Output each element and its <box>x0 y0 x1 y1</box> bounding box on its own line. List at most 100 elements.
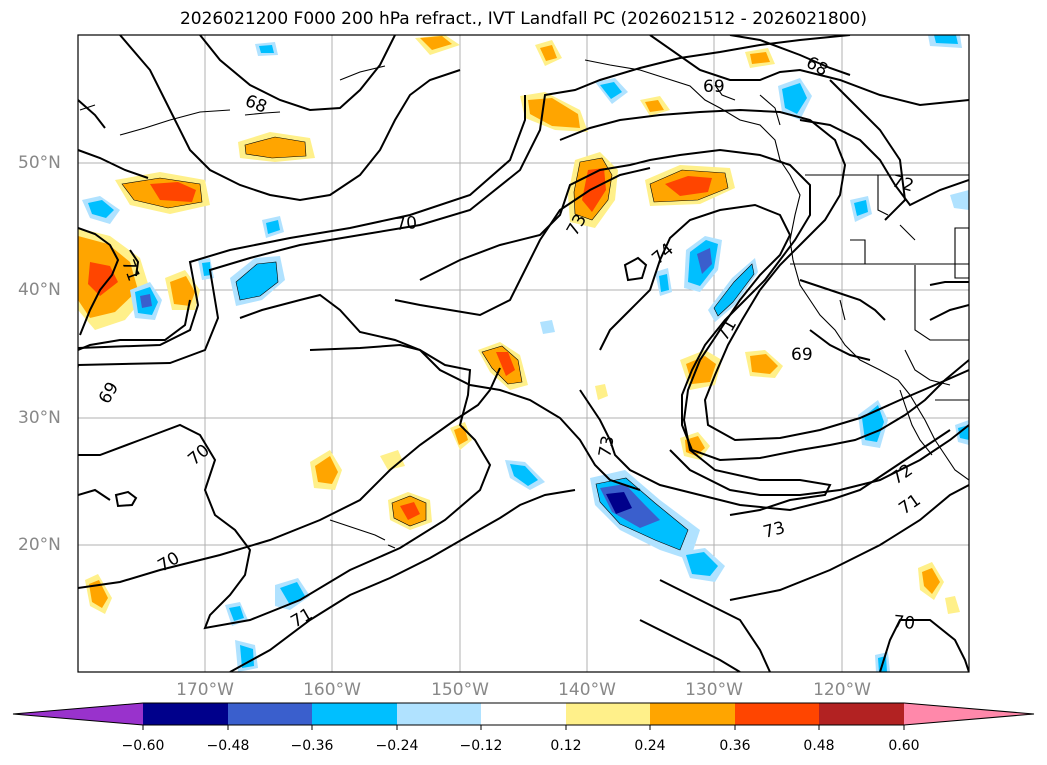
pos-blob <box>496 352 515 376</box>
contour-line <box>78 149 149 179</box>
blob-outlines <box>121 136 755 551</box>
contour-label: 69 <box>703 77 725 97</box>
neg-blob <box>140 294 152 308</box>
contour-line <box>119 35 461 202</box>
colorbar-segment <box>312 703 397 725</box>
coastlines <box>79 59 969 549</box>
contour-line <box>559 108 969 442</box>
contour-line <box>78 367 501 589</box>
neg-blob <box>659 274 669 292</box>
colorbar-tick-label: −0.24 <box>375 738 419 754</box>
neg-blob <box>950 190 969 210</box>
colorbar-tick-label: 0.12 <box>550 738 582 754</box>
pos-blob <box>400 502 420 520</box>
contour-line <box>659 579 771 672</box>
lat-label-30n: 30°N <box>18 408 61 428</box>
lon-label-130w: 130°W <box>685 680 743 700</box>
contour-label: 70 <box>395 213 418 235</box>
plot-frame <box>77 34 970 673</box>
colorbar-tick-label: −0.60 <box>121 738 165 754</box>
contour-line <box>729 35 851 76</box>
colorbar-segment <box>143 703 228 725</box>
pos-blob <box>750 52 770 64</box>
neg-blob <box>714 264 754 316</box>
lat-label-40n: 40°N <box>18 280 61 300</box>
lon-label-150w: 150°W <box>431 680 489 700</box>
neg-blob <box>686 552 718 576</box>
pos-blob <box>89 580 108 608</box>
colorbar-segment <box>735 703 819 725</box>
pos-blob <box>88 262 118 296</box>
pos-blob <box>528 98 580 128</box>
lat-label-20n: 20°N <box>18 535 61 555</box>
pos-blob <box>750 354 778 374</box>
pos-blob <box>645 100 664 112</box>
colorbar-segment <box>228 703 312 725</box>
contour-line <box>199 35 396 112</box>
contour-line <box>599 203 832 516</box>
contour-label: 73 <box>595 434 618 459</box>
contour-line <box>419 148 969 462</box>
neg-blob <box>606 492 632 514</box>
contours <box>78 35 969 672</box>
contour-line <box>394 167 651 317</box>
contour-line <box>78 99 106 129</box>
contour-line <box>78 227 120 336</box>
contour-line <box>623 256 648 282</box>
pos-blob <box>170 276 195 306</box>
contour-line <box>669 424 969 496</box>
colorbar-tick-label: −0.36 <box>290 738 334 754</box>
neg-blob <box>280 582 305 605</box>
colorbar-tick-label: −0.12 <box>459 738 503 754</box>
contour-line <box>78 293 492 630</box>
contour-line <box>78 488 111 501</box>
contour-line <box>829 79 907 221</box>
neg-blob <box>229 606 244 621</box>
contour-line <box>229 489 576 672</box>
contour-line <box>114 490 138 508</box>
colorbar <box>12 702 1035 730</box>
neg-blob <box>236 262 278 300</box>
contour-line <box>809 329 871 361</box>
contour-line <box>78 35 851 366</box>
lat-label-50n: 50°N <box>18 153 61 173</box>
pos-blob <box>945 596 960 614</box>
neg-blob <box>782 83 807 114</box>
colorbar-segment <box>397 703 481 725</box>
pos-blob <box>315 456 338 484</box>
colorbar-tick-label: −0.48 <box>206 738 250 754</box>
pos-blob <box>540 45 557 61</box>
contour-line <box>799 119 969 207</box>
contour-line <box>879 619 969 672</box>
contour-line <box>579 389 951 512</box>
pos-blob <box>420 36 452 50</box>
colorbar-max-extend <box>904 703 1034 725</box>
neg-blob <box>266 220 280 234</box>
lon-label-140w: 140°W <box>558 680 616 700</box>
contour-line <box>799 279 886 321</box>
neg-blob <box>240 645 254 668</box>
neg-blob <box>202 262 211 276</box>
neg-blob <box>88 200 114 218</box>
contour-label: 69 <box>791 345 813 365</box>
colorbar-min-extend <box>13 703 143 725</box>
neg-blob <box>540 320 555 334</box>
contour-line <box>639 619 741 672</box>
neg-blob <box>958 425 969 440</box>
pos-blob <box>150 182 196 202</box>
plot-area <box>78 35 969 672</box>
neg-blob <box>259 45 274 53</box>
contour-line <box>129 249 140 277</box>
colorbar-tick-label: 0.24 <box>634 738 666 754</box>
colorbar-segment <box>481 703 566 725</box>
neg-blob <box>510 464 538 486</box>
contour-line <box>78 95 526 349</box>
colorbar-tick-label: 0.48 <box>803 738 835 754</box>
pos-blob <box>922 568 940 594</box>
colorbar-segment <box>819 703 904 725</box>
neg-blob <box>697 248 712 274</box>
contour-line <box>309 343 641 491</box>
pos-blob <box>245 137 306 158</box>
gridlines <box>78 35 969 672</box>
